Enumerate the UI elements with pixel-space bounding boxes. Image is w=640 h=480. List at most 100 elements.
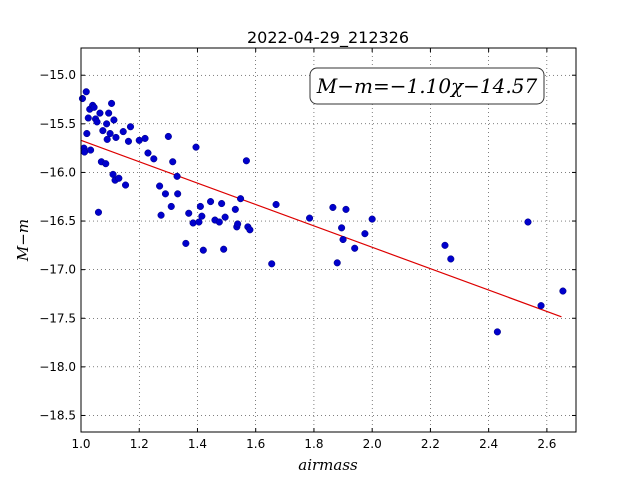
data-point xyxy=(84,114,92,122)
data-point xyxy=(106,129,114,138)
x-tick-label: 1.6 xyxy=(246,437,265,451)
x-tick-label: 1.2 xyxy=(130,437,149,451)
data-point xyxy=(99,127,107,135)
y-tick-label: −15.5 xyxy=(39,117,76,131)
data-point xyxy=(329,203,337,211)
y-tick-label: −16.5 xyxy=(39,214,76,228)
data-point xyxy=(173,172,181,180)
y-tick-label: −17.0 xyxy=(39,263,76,277)
y-tick-labels: −15.0 −15.5 −16.0 −16.5 −17.0 −17.5 −18.0 −18.5 xyxy=(39,68,76,422)
chart-title: 2022-04-29_212326 xyxy=(247,28,409,48)
data-point xyxy=(108,99,116,107)
y-tick-label: −16.0 xyxy=(39,165,76,179)
y-tick-label: −18.0 xyxy=(39,360,76,374)
data-point xyxy=(333,259,341,267)
data-point xyxy=(156,182,164,190)
x-tick-label: 1.8 xyxy=(304,437,323,451)
data-point xyxy=(218,199,226,208)
data-point xyxy=(339,235,347,244)
data-point xyxy=(167,202,175,211)
data-point xyxy=(342,205,350,213)
data-point xyxy=(112,133,120,141)
y-axis-label: M−m xyxy=(14,219,32,262)
data-point xyxy=(124,137,133,145)
x-tick-label: 1.0 xyxy=(71,437,90,451)
data-point xyxy=(103,120,111,128)
fit-equation-box xyxy=(309,67,545,105)
data-point xyxy=(141,134,149,142)
data-point xyxy=(237,195,245,203)
data-point xyxy=(96,109,104,117)
data-point xyxy=(161,190,169,198)
data-point xyxy=(78,95,87,103)
data-point xyxy=(231,205,239,213)
data-point xyxy=(192,143,200,151)
data-point xyxy=(199,246,207,254)
data-point xyxy=(361,230,369,238)
data-point xyxy=(80,148,89,156)
data-point xyxy=(169,158,177,166)
data-point xyxy=(94,208,103,216)
data-point xyxy=(234,220,242,228)
data-point xyxy=(182,239,190,247)
data-point xyxy=(221,213,229,221)
data-point xyxy=(110,116,118,124)
data-point xyxy=(102,160,110,168)
data-point xyxy=(351,244,359,252)
data-point xyxy=(150,155,158,163)
data-point xyxy=(198,212,206,220)
data-point xyxy=(83,129,91,138)
data-point xyxy=(87,146,95,154)
data-point xyxy=(493,328,501,336)
data-point xyxy=(268,260,276,268)
data-point xyxy=(368,215,376,223)
plot-frame xyxy=(80,47,577,433)
fit-line-layer xyxy=(80,139,562,318)
fit-line xyxy=(80,139,562,318)
data-point xyxy=(119,128,127,136)
data-point xyxy=(126,123,135,131)
data-point xyxy=(195,218,203,226)
data-point xyxy=(338,224,346,232)
fit-equation-annotation: M−m=−1.10χ−14.57 xyxy=(309,67,545,105)
data-point xyxy=(174,190,182,198)
fit-equation-text: M−m=−1.10χ−14.57 xyxy=(316,74,538,98)
data-point xyxy=(189,219,197,227)
axis-ticks xyxy=(80,48,576,432)
x-axis-label: airmass xyxy=(298,456,358,474)
data-point xyxy=(103,135,111,143)
data-point xyxy=(122,181,130,189)
x-tick-label: 2.2 xyxy=(421,437,440,451)
data-point xyxy=(105,109,113,117)
data-point xyxy=(524,218,532,226)
y-tick-label: −15.0 xyxy=(39,68,76,82)
data-points xyxy=(78,88,567,336)
data-point xyxy=(242,157,250,165)
data-point xyxy=(196,202,204,211)
y-tick-label: −18.5 xyxy=(39,408,76,422)
data-point xyxy=(559,287,567,295)
data-point xyxy=(246,226,254,234)
data-point xyxy=(144,149,152,157)
data-point xyxy=(220,245,228,253)
x-tick-label: 1.4 xyxy=(188,437,207,451)
x-tick-label: 2.6 xyxy=(537,437,556,451)
x-tick-labels: 1.0 1.2 1.4 1.6 1.8 2.0 2.2 2.4 2.6 xyxy=(71,437,556,451)
grid xyxy=(80,48,576,432)
data-point xyxy=(115,174,123,182)
x-tick-label: 2.4 xyxy=(479,437,498,451)
data-point xyxy=(207,198,215,206)
data-point xyxy=(82,88,90,96)
data-point xyxy=(164,132,172,141)
data-point xyxy=(90,103,98,111)
data-point xyxy=(185,209,193,217)
x-tick-label: 2.0 xyxy=(363,437,382,451)
data-point xyxy=(215,218,223,226)
data-point xyxy=(441,241,449,249)
data-point xyxy=(93,118,101,126)
data-point xyxy=(537,302,545,310)
data-point xyxy=(272,200,280,209)
data-point xyxy=(447,255,455,263)
data-point xyxy=(157,211,165,219)
